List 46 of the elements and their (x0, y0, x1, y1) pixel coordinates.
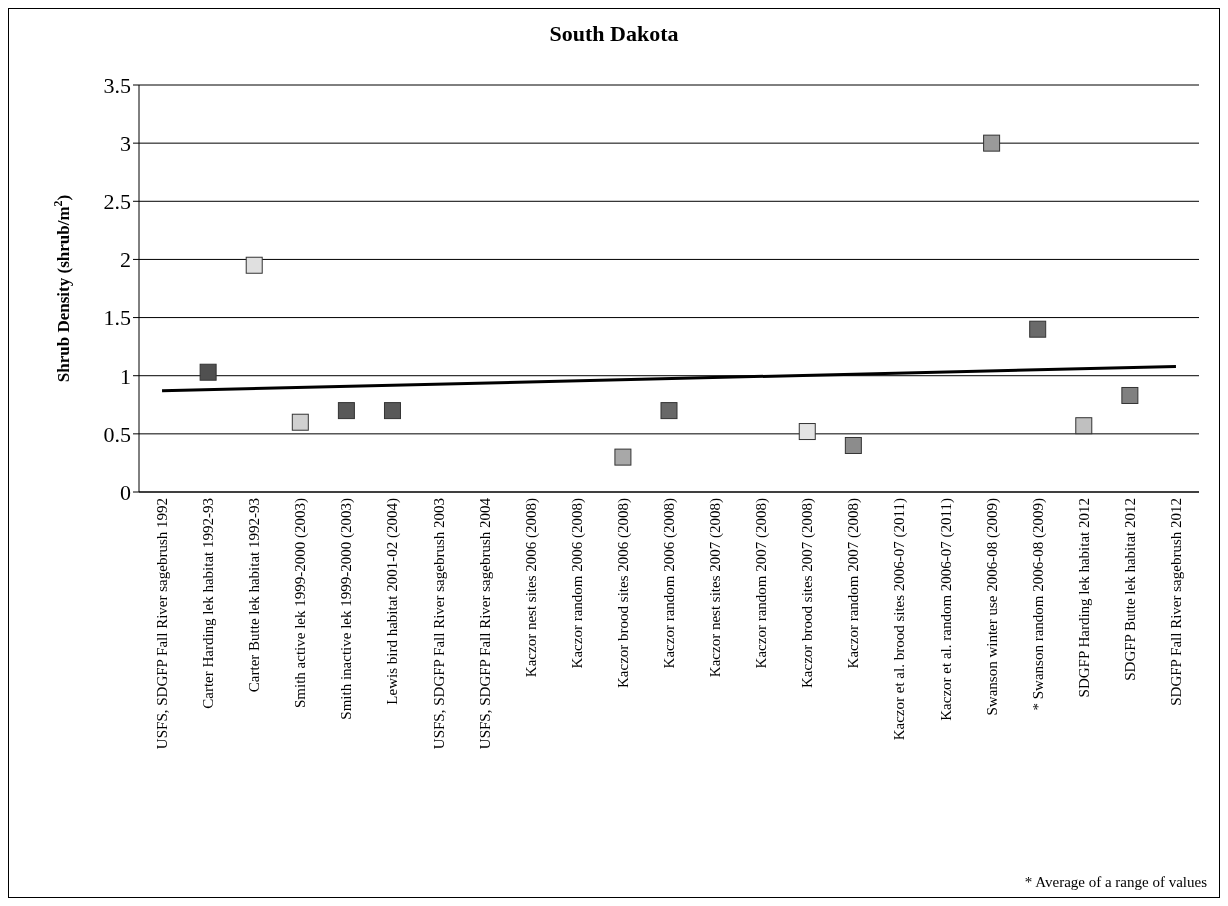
x-tick-label: Kaczor nest sites 2007 (2008) (707, 498, 725, 678)
point (337, 402, 355, 420)
x-tick-label: Smith active lek 1999-2000 (2003) (292, 498, 310, 708)
x-tick-label: Carter Harding lek habitat 1992-93 (200, 498, 217, 709)
x-tick-label: Carter Butte lek habitat 1992-93 (246, 498, 263, 693)
x-tick-label: Kaczor et al. brood sites 2006-07 (2011) (891, 498, 909, 741)
point (798, 423, 816, 441)
x-tick-label: Kaczor nest sites 2006 (2008) (522, 498, 540, 678)
x-tick-label: USFS, SDGFP Fall River sagebrush 2004 (476, 497, 493, 750)
y-tick-label: 0.5 (103, 421, 131, 447)
x-tick-label: Kaczor brood sites 2007 (2008) (799, 498, 817, 688)
point (245, 256, 263, 274)
y-tick-label: 1.5 (103, 305, 131, 331)
x-tick-label: Kaczor random 2007 (2008) (845, 498, 863, 669)
point (291, 413, 309, 431)
x-tick-label: * Swanson random 2006-08 (2009) (1029, 498, 1047, 711)
point (383, 402, 401, 420)
x-tick-label: Kaczor et al. random 2006-07 (2011) (937, 498, 955, 721)
x-tick-label: Kaczor brood sites 2006 (2008) (614, 498, 632, 688)
point (1075, 417, 1093, 435)
point (1029, 320, 1047, 338)
x-tick-label: Smith inactive lek 1999-2000 (2003) (338, 498, 356, 720)
point (983, 134, 1001, 152)
text: * Average of a range of values (1024, 874, 1207, 891)
x-tick-label: Lewis bird habitat 2001-02 (2004) (384, 498, 402, 705)
point (660, 402, 678, 420)
y-tick-label: 2 (120, 247, 131, 273)
x-tick-label: Kaczor random 2006 (2008) (568, 498, 586, 669)
x-tick-label: USFS, SDGFP Fall River sagebrush 1992 (154, 498, 171, 750)
y-tick-label: 1 (120, 363, 131, 389)
y-tick-label: 3 (120, 130, 131, 156)
chart-title: South Dakota (548, 21, 680, 47)
point (844, 436, 862, 454)
x-tick-label: Swanson winter use 2006-08 (2009) (983, 498, 1001, 716)
point (1121, 386, 1139, 404)
point (614, 448, 632, 466)
x-tick-label: SDGFP Butte lek habitat 2012 (1121, 498, 1138, 681)
y-tick-label: 0 (120, 479, 131, 505)
x-tick-label: SDGFP Fall River sagebrush 2012 (1167, 498, 1184, 706)
x-tick-label: USFS, SDGFP Fall River sagebrush 2003 (430, 498, 447, 750)
y-tick-label: 3.5 (103, 72, 131, 98)
x-tick-label: Kaczor random 2006 (2008) (661, 498, 678, 669)
y-tick-label: 2.5 (103, 189, 131, 215)
x-tick-label: SDGFP Harding lek habitat 2012 (1075, 498, 1092, 698)
x-tick-label: Kaczor random 2007 (2008) (753, 498, 771, 669)
point (199, 363, 217, 381)
